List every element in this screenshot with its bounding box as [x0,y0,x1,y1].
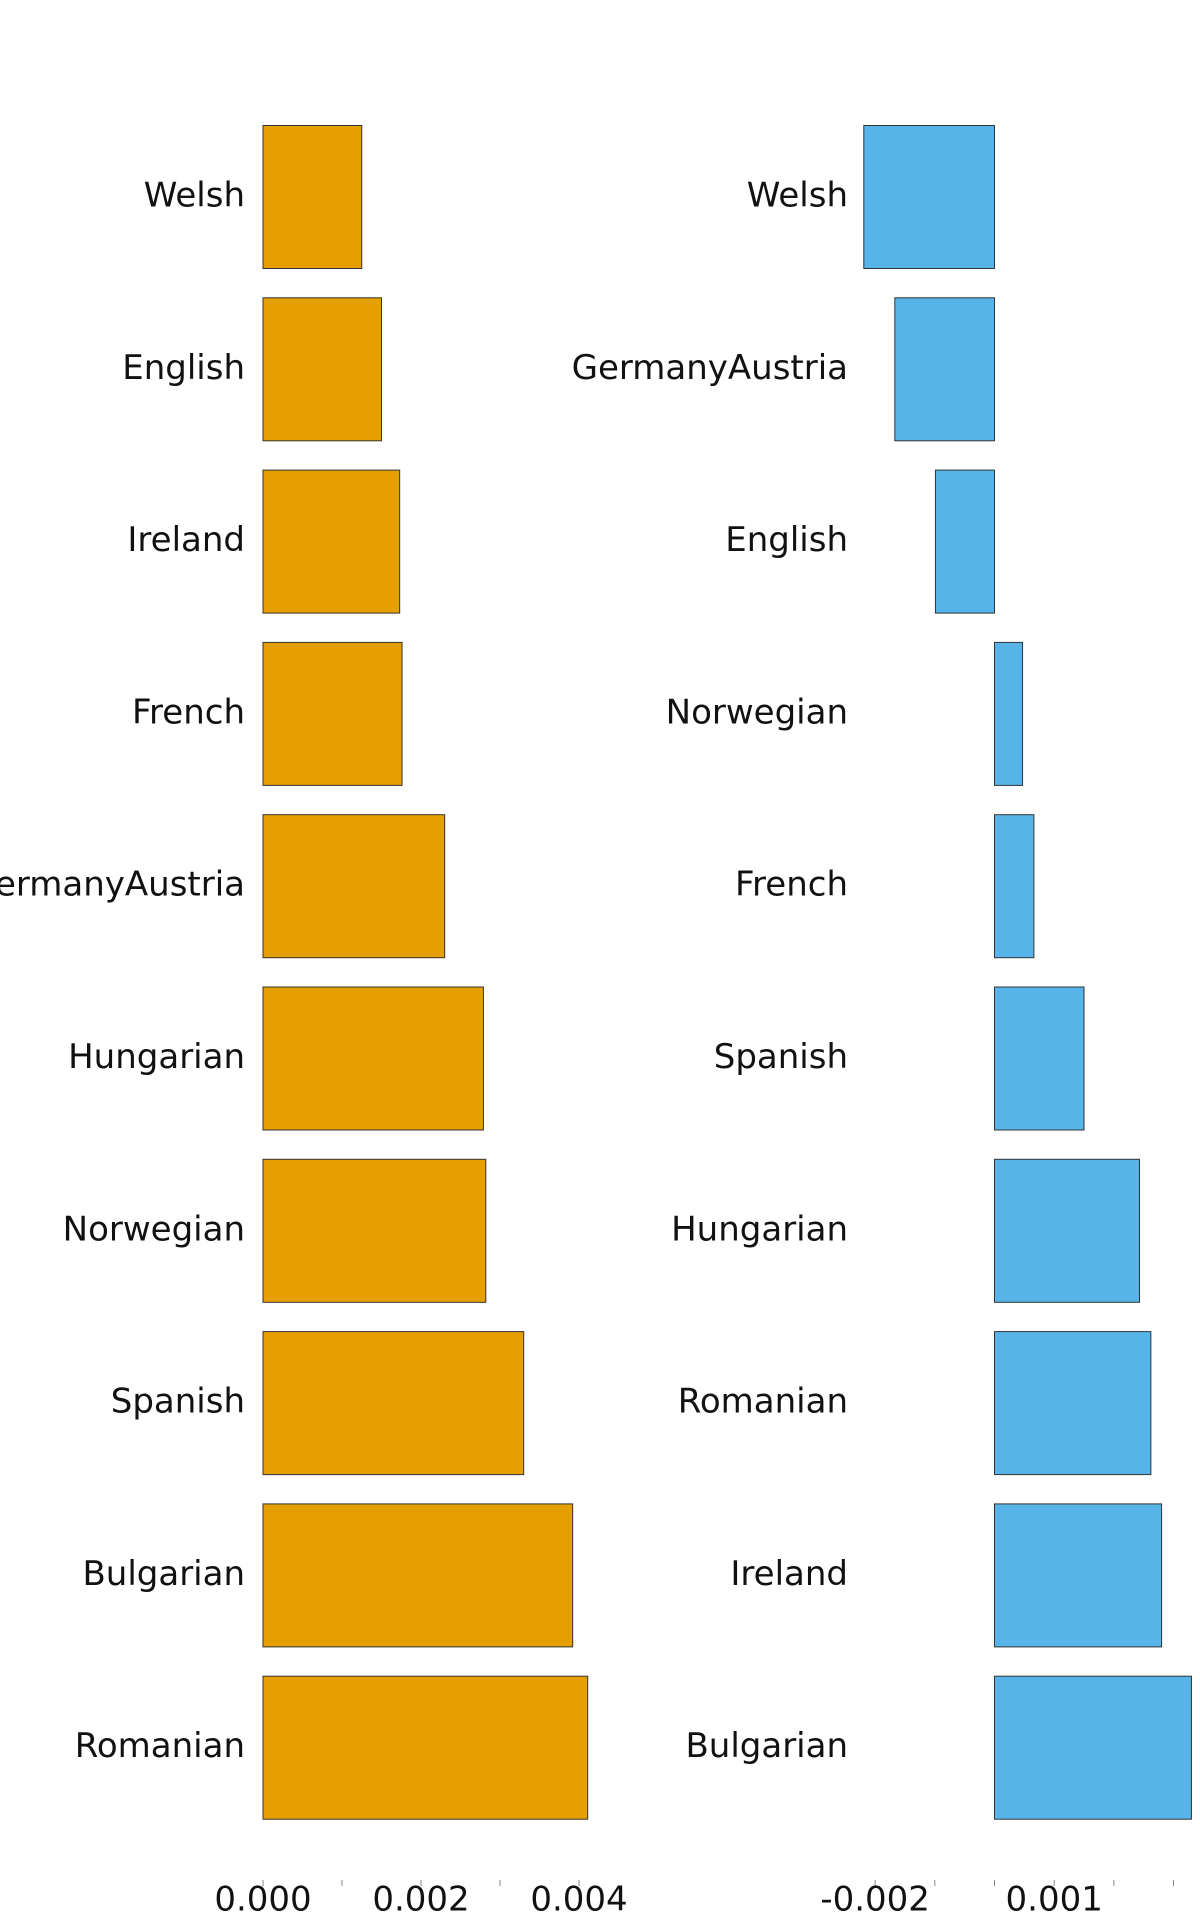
bar [993,1331,1152,1476]
bar [993,641,1024,786]
category-label: Romanian [75,1726,245,1766]
bar [262,641,403,786]
category-label: GermanyAustria [572,348,848,388]
x-tick-label: 0.002 [372,1880,469,1920]
category-label: Ireland [127,520,245,560]
x-tick-label: -0.002 [820,1880,930,1920]
bar [993,1503,1163,1648]
bar [262,814,446,959]
category-label: GermanyAustria [0,865,245,905]
category-label: Bulgarian [82,1554,245,1594]
category-label: Ireland [730,1554,848,1594]
category-label: Norwegian [63,1209,245,1249]
category-label: Hungarian [68,1037,245,1077]
bar [993,814,1035,959]
bar [262,1675,589,1820]
category-label: Spanish [111,1382,245,1422]
bar [262,986,484,1131]
bar [262,297,382,442]
bar [993,1675,1192,1820]
bar [934,469,995,614]
bar [262,1503,574,1648]
category-label: French [132,692,245,732]
category-label: Bulgarian [685,1726,848,1766]
x-tick-label: 0.004 [530,1880,627,1920]
bar [993,986,1085,1131]
category-label: French [735,865,848,905]
bar [262,125,363,269]
category-label: Welsh [747,176,848,216]
category-label: Romanian [678,1382,848,1422]
category-label: Norwegian [666,692,848,732]
category-label: Hungarian [671,1209,848,1249]
bar [993,1158,1141,1303]
x-tick-label: 0.001 [1006,1880,1103,1920]
bar [262,1331,525,1476]
bar [863,125,995,269]
bar [894,297,995,442]
category-label: Spanish [714,1037,848,1077]
x-tick-label: 0.000 [214,1880,311,1920]
category-label: Welsh [144,176,245,216]
category-label: English [122,348,245,388]
bar [262,469,401,614]
bar [262,1158,487,1303]
category-label: English [725,520,848,560]
